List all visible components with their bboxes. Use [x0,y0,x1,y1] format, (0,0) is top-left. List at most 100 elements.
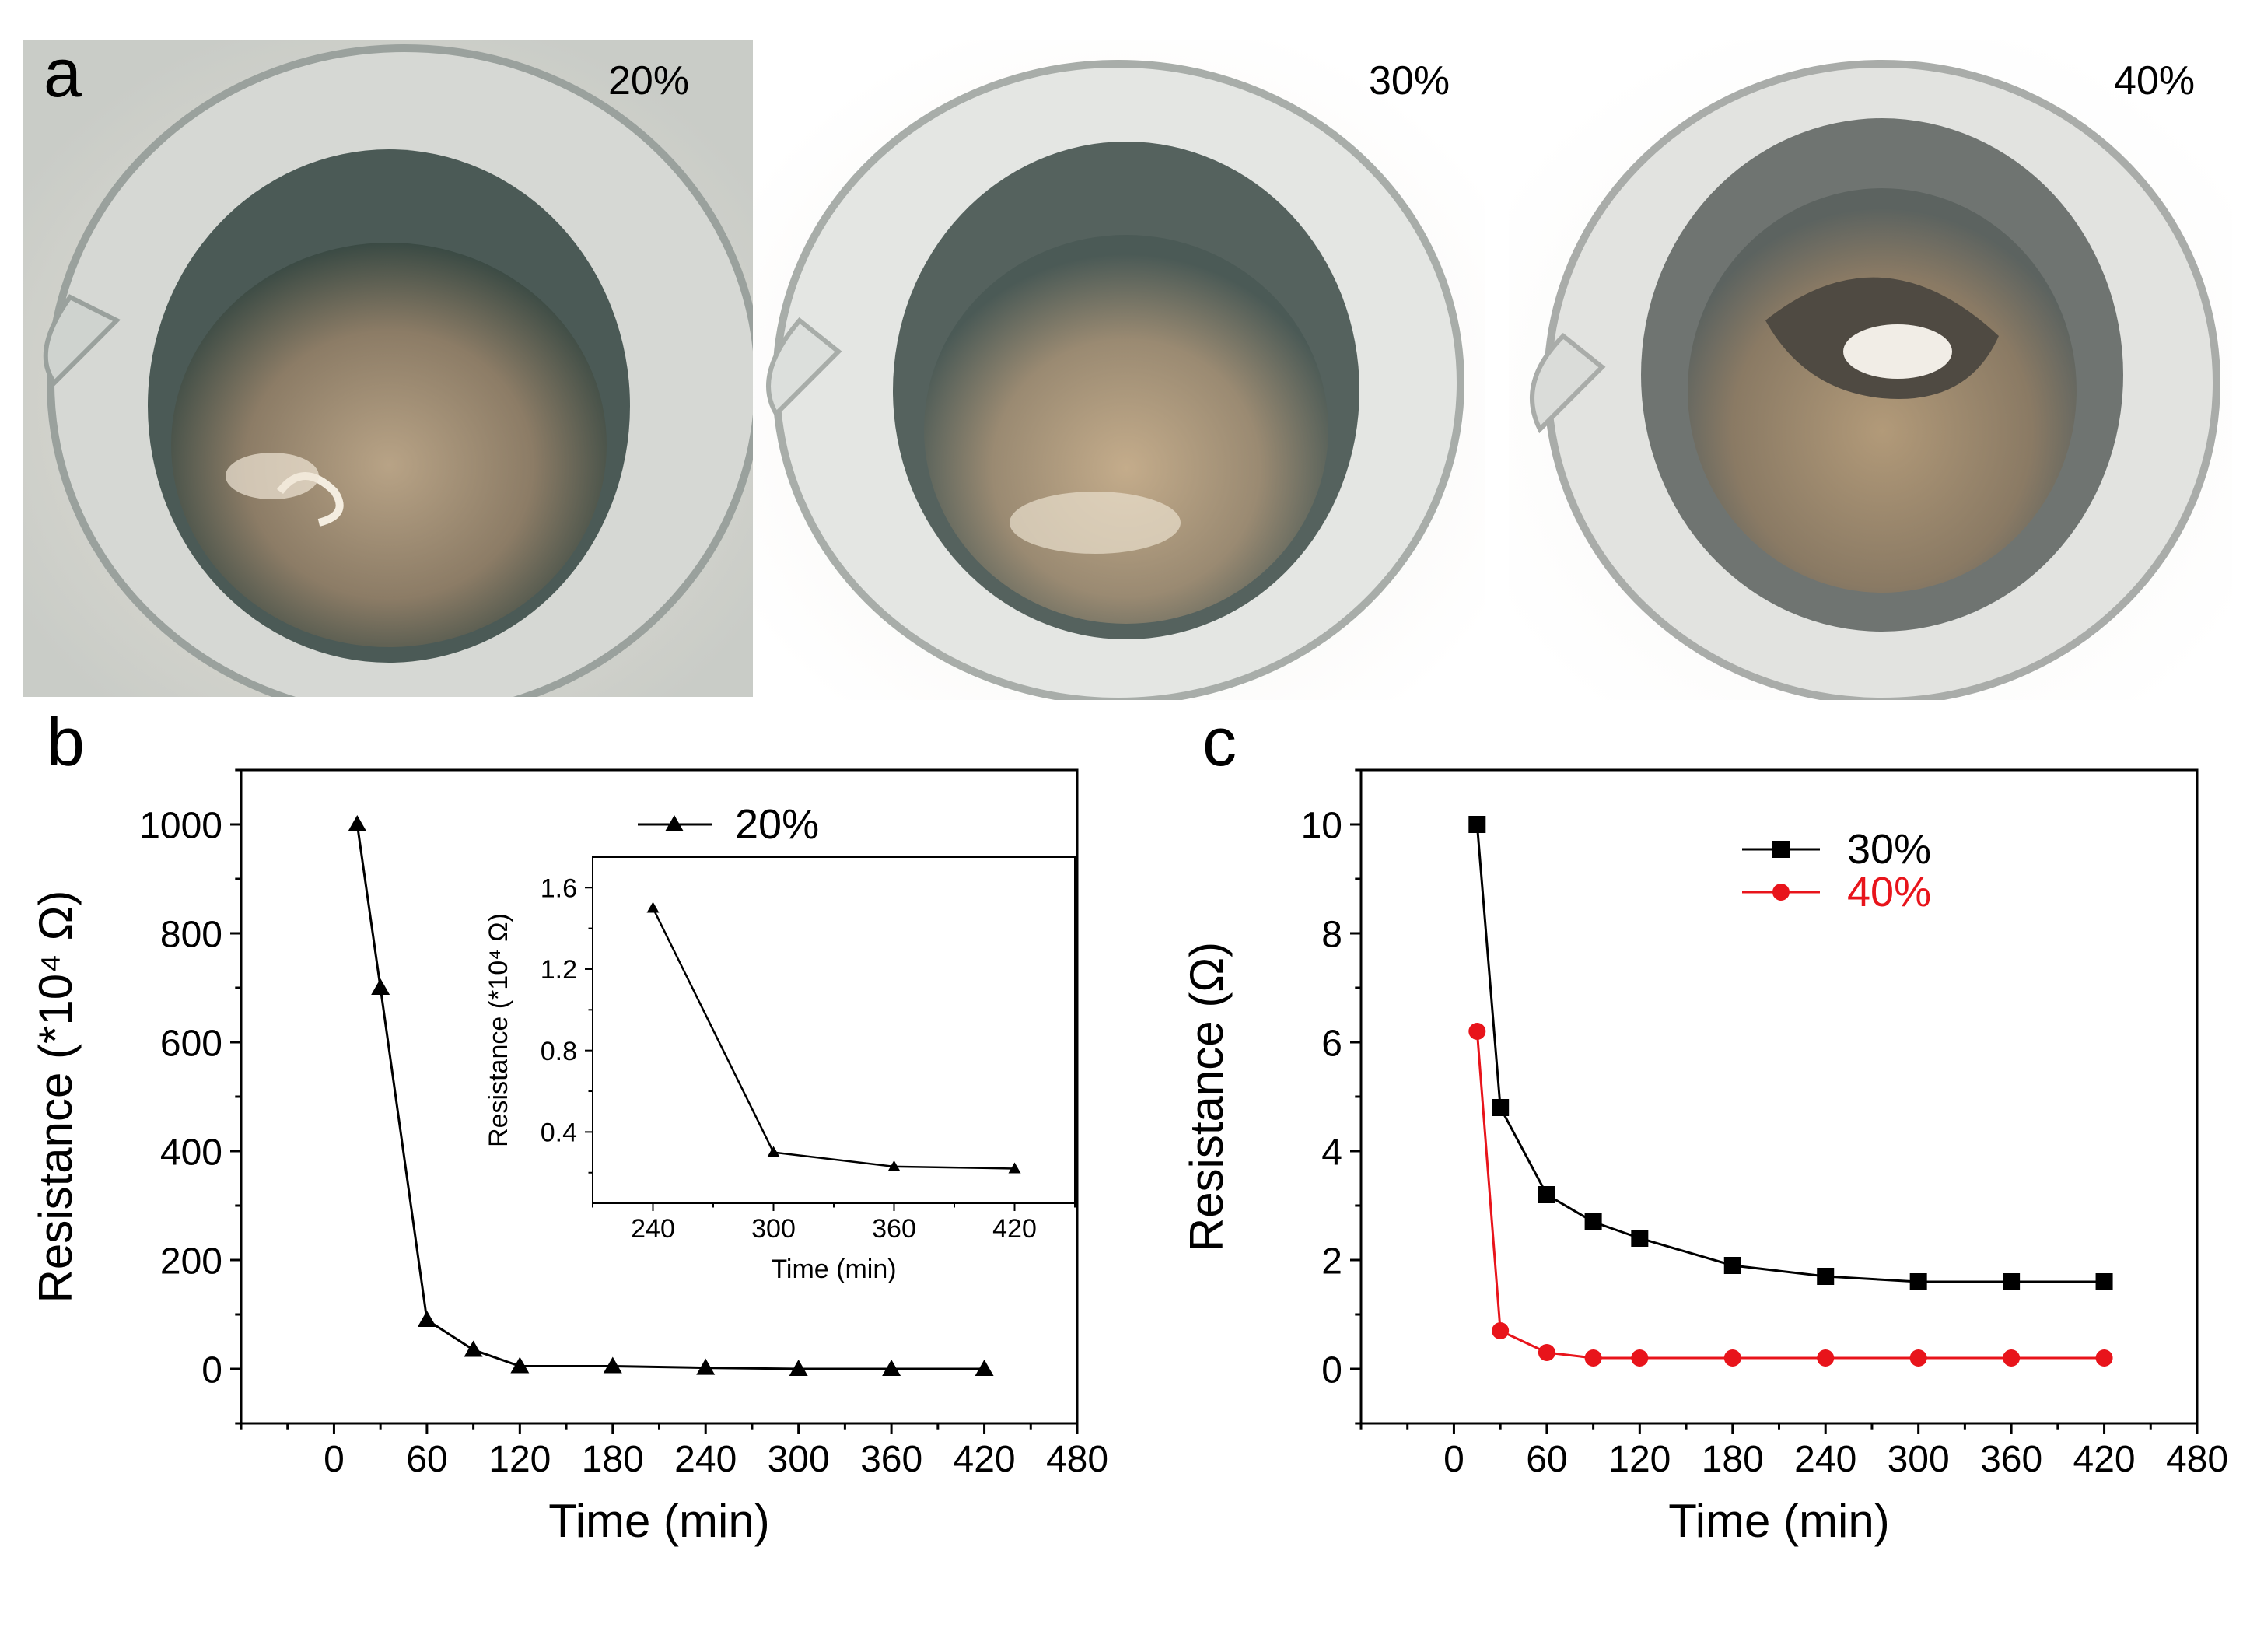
b-inset-data-point [887,1160,901,1171]
c-x-tick-label: 480 [2166,1439,2228,1480]
c-y-tick-label: 6 [1321,1023,1342,1064]
b-data-point [348,815,367,831]
c-data-point [1584,1349,1602,1367]
b-y-tick-label: 0 [201,1349,222,1391]
b-legend-marker [665,815,684,831]
c-data-point [1631,1349,1649,1367]
b-x-tick-label: 180 [582,1439,644,1480]
b-x-tick-label: 300 [768,1439,830,1480]
b-inset-data-point [767,1146,780,1157]
b-series-line-0 [355,824,985,1370]
c-data-point [1584,1213,1602,1230]
b-data-point [882,1360,901,1376]
beaker-photo-40 [1509,40,2232,700]
c-series-line-1 [1475,1031,2105,1360]
b-x-axis-label: Time (min) [548,1495,769,1547]
b-x-tick-label: 120 [488,1439,551,1480]
c-x-tick-label: 240 [1794,1439,1856,1480]
b-inset-x-tick-label: 300 [751,1214,796,1244]
chart-c: 0 60 120 180 240 300 360 420 480 0 2 4 6 8 10 Time (min… [1181,768,2228,1547]
b-data-point [371,978,390,995]
c-data-point [1538,1344,1555,1361]
panel-letter-c: c [1202,703,1237,780]
b-y-tick-label: 200 [160,1241,222,1282]
b-data-point [975,1360,994,1376]
b-y-tick-label: 1000 [139,805,222,846]
c-data-point [1492,1322,1510,1339]
c-legend-label-0: 30% [1847,826,1931,873]
b-data-point [696,1358,716,1375]
b-x-tick-label: 60 [406,1439,447,1480]
b-data-point [417,1311,436,1327]
b-inset-x-tick-label: 420 [992,1214,1037,1244]
panel-letter-a: a [44,34,82,111]
c-data-point [1468,1023,1486,1040]
b-inset-y-tick-label: 0.4 [541,1118,577,1148]
b-data-point [603,1356,622,1374]
c-data-point [1909,1349,1927,1367]
b-inset-plot-frame [592,856,1076,1204]
c-x-tick-label: 0 [1443,1439,1464,1480]
c-x-tick-label: 300 [1888,1439,1950,1480]
c-legend-marker-0 [1772,841,1790,858]
c-x-axis-label: Time (min) [1668,1495,1889,1547]
b-x-tick-label: 0 [324,1439,345,1480]
c-x-tick-label: 180 [1702,1439,1764,1480]
b-x-tick-label: 240 [674,1439,737,1480]
c-data-point [1817,1349,1835,1367]
b-inset-y-tick-label: 0.8 [541,1037,577,1066]
c-y-axis-label: Resistance (Ω) [1181,942,1233,1251]
beaker-photo-20 [23,40,753,697]
c-x-tick-label: 360 [1980,1439,2042,1480]
b-y-axis-label: Resistance (*10⁴ Ω) [30,891,82,1304]
b-inset-x-axis-label: Time (min) [771,1255,896,1284]
c-data-point [1538,1186,1555,1203]
b-inset-data-point [646,901,660,913]
photo-label-30: 30% [1369,58,1450,103]
c-y-tick-label: 4 [1321,1132,1342,1173]
c-x-tick-label: 420 [2073,1439,2136,1480]
b-y-tick-label: 600 [160,1023,222,1064]
b-legend-label: 20% [735,801,819,848]
c-x-tick-label: 120 [1608,1439,1671,1480]
c-data-point [1909,1273,1927,1290]
c-data-point [1723,1349,1741,1367]
b-x-tick-label: 420 [954,1439,1016,1480]
c-y-tick-label: 2 [1321,1241,1342,1282]
photo-label-40: 40% [2114,58,2196,103]
c-data-point [1817,1268,1835,1285]
c-data-point [1492,1099,1510,1116]
c-y-tick-label: 0 [1321,1349,1342,1391]
c-data-point [2003,1349,2021,1367]
beaker-photo-30 [753,40,1485,700]
c-data-point [1631,1230,1649,1247]
b-inset-x-tick-label: 240 [631,1214,675,1244]
c-data-point [2095,1273,2113,1290]
b-inset-x-tick-label: 360 [872,1214,916,1244]
b-inset-y-axis-label: Resistance (*10⁴ Ω) [484,913,513,1147]
b-inset-y-tick-label: 1.6 [541,874,577,904]
b-inset-y-tick-label: 1.2 [541,955,577,985]
photo-label-20: 20% [608,58,690,103]
c-legend-marker-1 [1772,884,1790,901]
panel-letter-b: b [47,703,85,780]
b-inset-series-line-0 [652,907,1015,1170]
b-x-tick-label: 480 [1046,1439,1108,1480]
b-data-point [789,1360,808,1376]
c-plot-frame [1359,768,2199,1425]
c-data-point [2003,1273,2021,1290]
b-y-tick-label: 400 [160,1132,222,1173]
c-series-line-0 [1475,824,2105,1283]
chart-b: 0 60 120 180 240 300 360 420 480 0 200 400 600 800 100… [30,768,1108,1547]
b-x-tick-label: 360 [860,1439,922,1480]
b-inset-data-point [1008,1162,1021,1174]
c-data-point [2095,1349,2113,1367]
c-y-tick-label: 8 [1321,914,1342,955]
c-y-tick-label: 10 [1301,805,1342,846]
c-x-tick-label: 60 [1526,1439,1567,1480]
c-data-point [1468,816,1486,833]
c-data-point [1723,1257,1741,1274]
b-data-point [510,1356,530,1374]
b-data-point [464,1340,483,1357]
